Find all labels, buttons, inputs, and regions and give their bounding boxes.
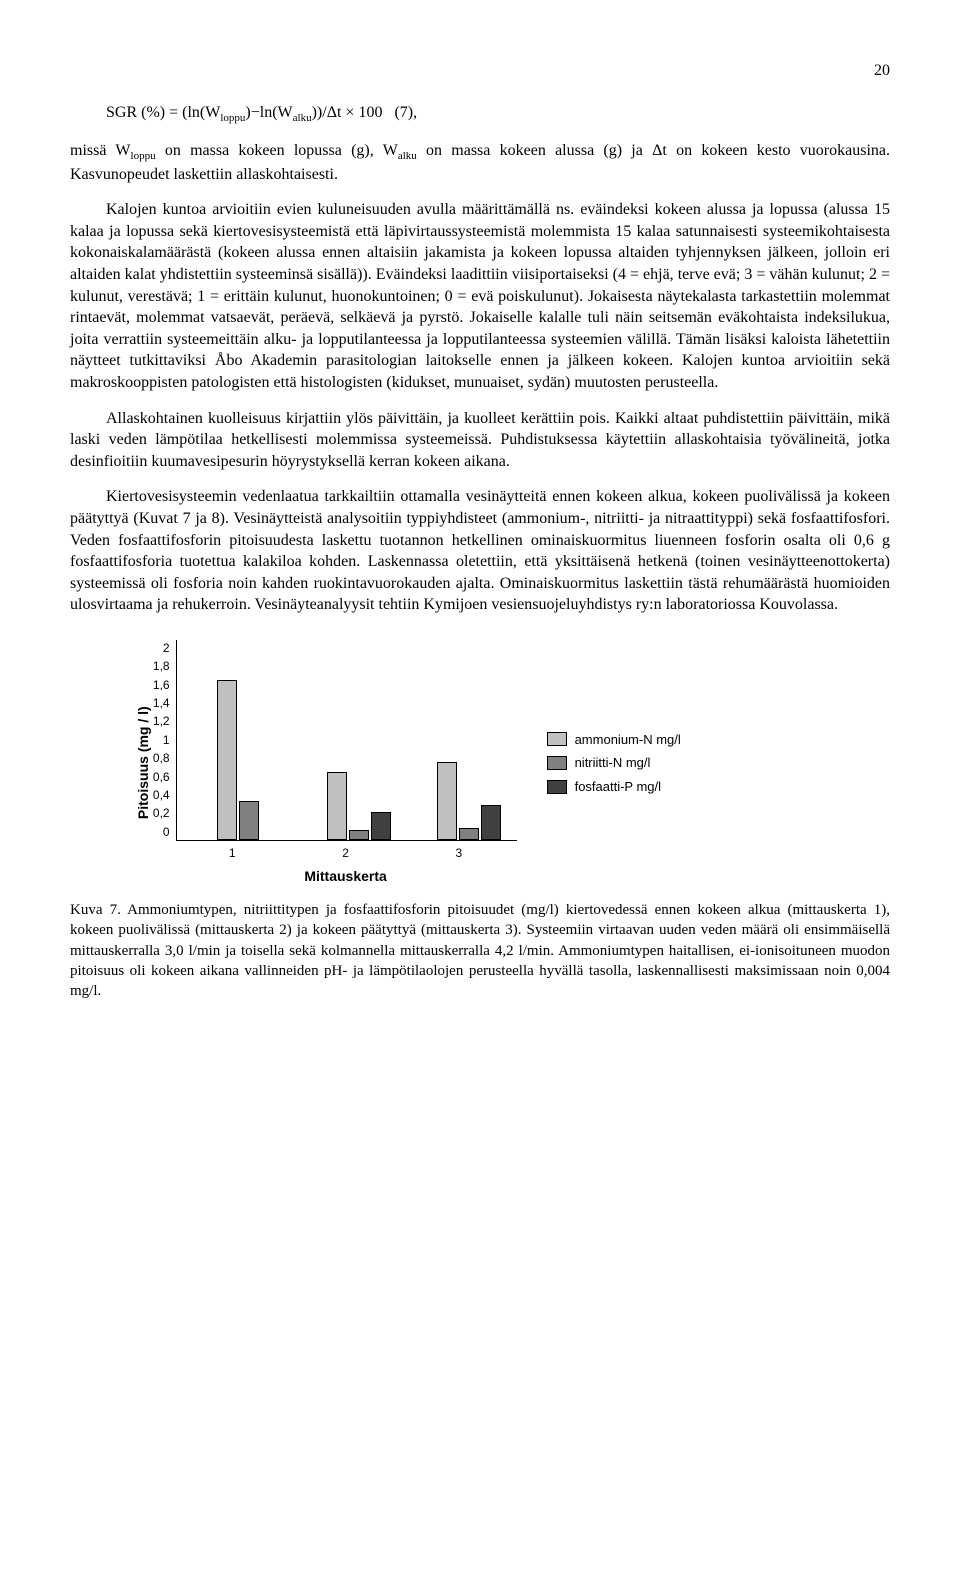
legend-item: nitriitti-N mg/l (547, 754, 681, 772)
legend-swatch (547, 756, 567, 770)
x-ticks: 123 (176, 841, 516, 861)
paragraph-3: Allaskohtainen kuolleisuus kirjattiin yl… (70, 408, 890, 473)
y-tick: 0,6 (153, 769, 170, 785)
x-tick: 2 (289, 845, 402, 861)
bar (481, 805, 501, 840)
legend-swatch (547, 780, 567, 794)
legend-label: fosfaatti-P mg/l (575, 778, 661, 796)
y-tick: 0,8 (153, 750, 170, 766)
formula-line: SGR (%) = (ln(Wloppu)−ln(Walku))/Δt × 10… (70, 102, 890, 126)
x-axis-label: Mittauskerta (176, 867, 516, 886)
plot-area (176, 640, 517, 841)
legend-label: ammonium-N mg/l (575, 731, 681, 749)
bar (217, 680, 237, 840)
x-tick: 1 (176, 845, 289, 861)
y-tick: 2 (153, 640, 170, 656)
legend-item: fosfaatti-P mg/l (547, 778, 681, 796)
paragraph-1: missä Wloppu on massa kokeen lopussa (g)… (70, 140, 890, 186)
x-tick: 3 (402, 845, 515, 861)
y-tick: 1,4 (153, 695, 170, 711)
bar (371, 812, 391, 840)
bar (437, 762, 457, 840)
sub-loppu: loppu (220, 112, 245, 124)
bar (239, 801, 259, 840)
paragraph-4: Kiertovesisysteemin vedenlaatua tarkkail… (70, 486, 890, 616)
y-tick: 0,2 (153, 805, 170, 821)
legend-label: nitriitti-N mg/l (575, 754, 651, 772)
legend-swatch (547, 732, 567, 746)
bar (459, 828, 479, 840)
bar (349, 830, 369, 840)
y-ticks: 2 1,8 1,6 1,4 1,2 1 0,8 0,6 0,4 0,2 0 (153, 640, 176, 840)
legend-item: ammonium-N mg/l (547, 731, 681, 749)
bar-chart: Pitoisuus (mg / l) 2 1,8 1,6 1,4 1,2 1 0,8 0,6 0… (130, 640, 890, 886)
y-tick: 0,4 (153, 787, 170, 803)
y-tick: 1,6 (153, 677, 170, 693)
bar-group (327, 772, 393, 840)
bar-group (437, 762, 503, 840)
y-tick: 1 (153, 732, 170, 748)
figure-caption: Kuva 7. Ammoniumtypen, nitriittitypen ja… (70, 900, 890, 1001)
sub-alku: alku (293, 112, 312, 124)
y-axis-label: Pitoisuus (mg / l) (130, 640, 153, 886)
y-tick: 0 (153, 824, 170, 840)
bar (327, 772, 347, 840)
legend: ammonium-N mg/l nitriitti-N mg/l fosfaatti… (547, 725, 681, 802)
paragraph-2: Kalojen kuntoa arvioitiin evien kuluneis… (70, 199, 890, 393)
bar-group (217, 680, 261, 840)
y-tick: 1,8 (153, 658, 170, 674)
page-number: 20 (70, 60, 890, 82)
y-tick: 1,2 (153, 713, 170, 729)
